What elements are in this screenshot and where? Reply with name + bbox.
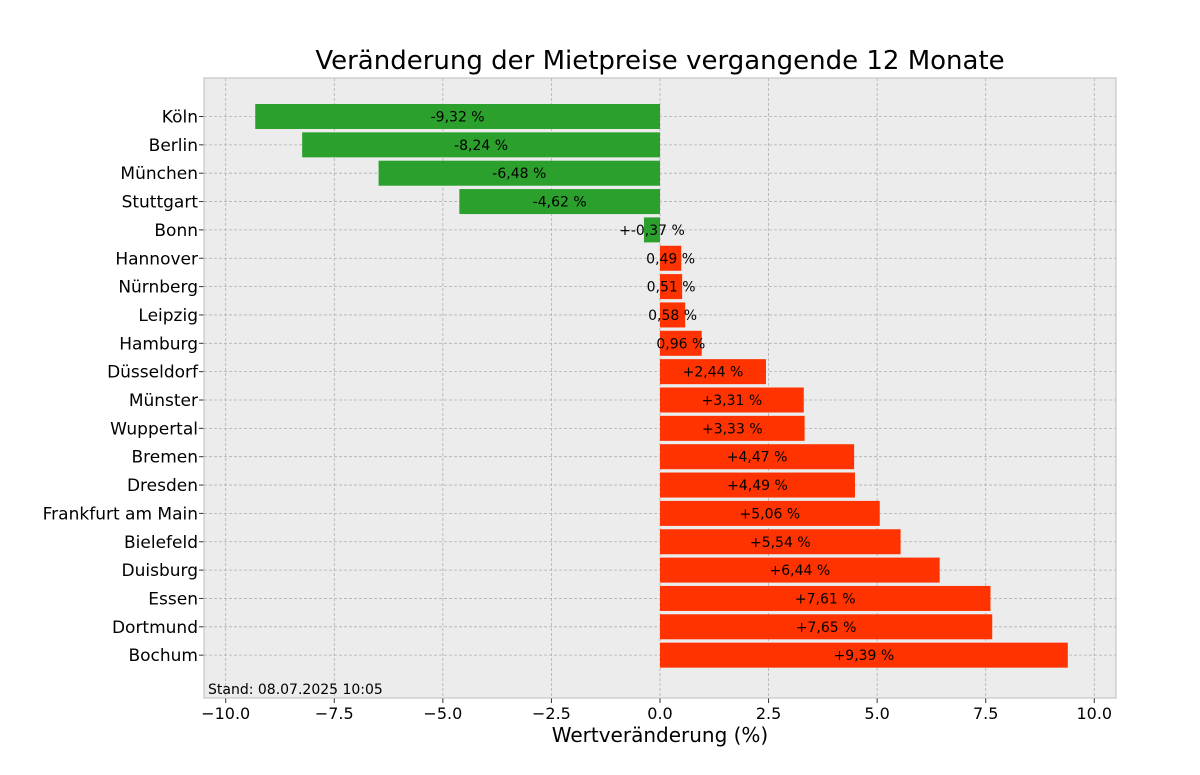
bar: [660, 330, 702, 356]
category-label: Bremen: [131, 448, 198, 468]
bar: [459, 189, 660, 215]
category-label: Wuppertal: [110, 419, 198, 439]
timestamp-note: Stand: 08.07.2025 10:05: [208, 682, 383, 698]
category-label: Frankfurt am Main: [43, 504, 198, 524]
plot-frame: [203, 77, 1117, 699]
bar: [660, 359, 766, 385]
bar: [660, 245, 682, 271]
data-label: -4,62 %: [533, 195, 587, 211]
bar: [660, 444, 855, 470]
data-label: +3,31 %: [702, 393, 763, 409]
x-tick-label: 5.0: [864, 704, 889, 723]
category-label: Düsseldorf: [107, 363, 199, 383]
category-label: Berlin: [149, 136, 198, 156]
bar: [660, 500, 880, 526]
bar: [643, 217, 660, 243]
category-label: Nürnberg: [118, 278, 198, 298]
x-tick-label: 7.5: [973, 704, 998, 723]
x-tick-label: −7.5: [315, 704, 354, 723]
bar: [660, 557, 940, 583]
x-axis-label: Wertveränderung (%): [552, 723, 769, 747]
data-label: +6,44 %: [770, 563, 831, 579]
bars: [255, 104, 1068, 668]
bar: [660, 302, 686, 328]
bar: [302, 132, 660, 158]
data-label: 0,96 %: [656, 336, 705, 352]
category-label: München: [120, 164, 198, 184]
data-label: +4,47 %: [727, 450, 788, 466]
category-label: Hamburg: [119, 334, 198, 354]
bar: [378, 160, 660, 186]
category-label: Bochum: [128, 646, 198, 666]
x-tick-label: 0.0: [647, 704, 672, 723]
data-label: -6,48 %: [492, 166, 546, 182]
x-tick-label: 2.5: [756, 704, 781, 723]
bar: [255, 104, 660, 129]
category-label: Essen: [148, 589, 198, 609]
category-label: Münster: [129, 391, 198, 411]
data-label: +4,49 %: [727, 478, 788, 494]
bar: [660, 472, 855, 498]
data-label: 0,51 %: [647, 280, 696, 296]
x-tick-label: 10.0: [1076, 704, 1112, 723]
data-label: 0,58 %: [648, 308, 697, 324]
data-label: +7,65 %: [796, 620, 857, 636]
x-tick-label: −5.0: [423, 704, 462, 723]
bar: [660, 642, 1068, 668]
bar: [660, 415, 805, 441]
category-label: Duisburg: [122, 561, 199, 581]
x-axis-ticks: −10.0 −7.5 −5.0 −2.5 0.0 2.5 5.0 7.5 10.0: [201, 698, 1112, 723]
data-label: +9,39 %: [834, 648, 895, 664]
category-labels: Köln Berlin München Stuttgart Bonn Hannover Nü…: [43, 108, 204, 666]
data-label: -8,24 %: [454, 138, 508, 154]
data-label: +3,33 %: [702, 421, 763, 437]
x-tick-label: −10.0: [201, 704, 250, 723]
data-label: +-0,37 %: [619, 223, 685, 239]
chart-title: Veränderung der Mietpreise vergangende 1…: [315, 46, 1004, 76]
category-label: Stuttgart: [122, 193, 199, 213]
data-labels: -9,32 % -8,24 % -6,48 % -4,62 % +-0,37 % 0,49…: [431, 110, 895, 665]
category-label: Hannover: [115, 249, 198, 269]
category-label: Dortmund: [112, 618, 198, 638]
bar: [660, 585, 991, 611]
category-label: Leipzig: [138, 306, 198, 326]
bar: [660, 387, 804, 413]
category-label: Bielefeld: [124, 533, 198, 553]
data-label: +2,44 %: [683, 365, 744, 381]
category-label: Dresden: [127, 476, 198, 496]
bar: [660, 614, 993, 640]
x-tick-label: −2.5: [532, 704, 571, 723]
data-label: 0,49 %: [646, 251, 695, 267]
category-label: Köln: [162, 108, 198, 128]
bar: [660, 274, 683, 300]
bar: [660, 529, 901, 555]
data-label: +5,54 %: [750, 535, 811, 551]
category-label: Bonn: [154, 221, 198, 241]
data-label: -9,32 %: [431, 110, 485, 126]
data-label: +7,61 %: [795, 591, 856, 607]
data-label: +5,06 %: [740, 506, 801, 522]
